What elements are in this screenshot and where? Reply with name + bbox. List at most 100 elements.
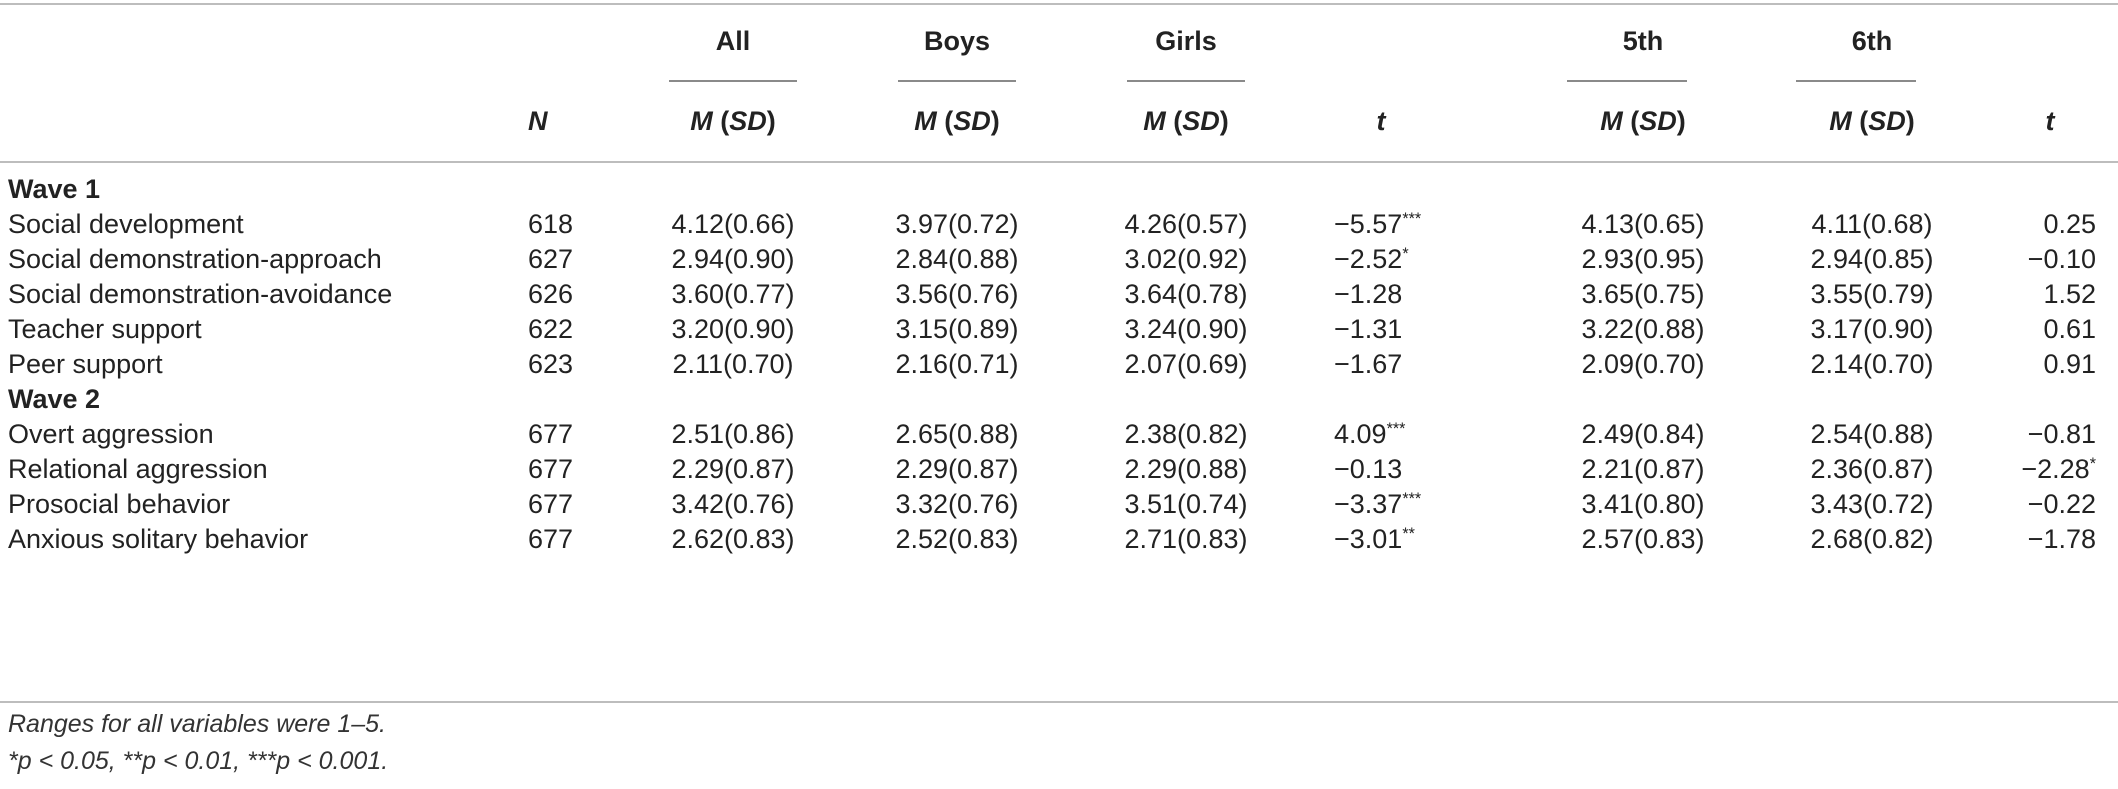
cell-fifth: 2.93(0.95) — [1581, 244, 1705, 274]
cell-t-grade: 0.61 — [2043, 312, 2096, 346]
cell-t-gender: −1.28 — [1334, 277, 1402, 311]
cell-all: 2.51(0.86) — [671, 419, 795, 449]
cell-n: 623 — [528, 349, 574, 379]
t-grade-significance: * — [2089, 455, 2096, 474]
cell-girls: 2.71(0.83) — [1124, 524, 1248, 554]
cell-girls: 3.24(0.90) — [1124, 314, 1248, 344]
t-gender-value: −1.67 — [1334, 349, 1403, 379]
cell-girls: 3.51(0.74) — [1124, 489, 1248, 519]
header-girls: Girls — [1155, 26, 1217, 56]
row-variable-name: Anxious solitary behavior — [8, 524, 309, 554]
cell-all: 2.94(0.90) — [671, 244, 795, 274]
header-msd-5th: M (SD) — [1600, 106, 1686, 136]
cell-boys: 3.15(0.89) — [895, 314, 1019, 344]
cell-n: 626 — [528, 279, 574, 309]
t-gender-significance: *** — [1402, 490, 1422, 509]
cell-t-gender: −0.13 — [1334, 452, 1402, 486]
t-grade-value: −0.10 — [2027, 244, 2096, 274]
header-msd-6th: M (SD) — [1829, 106, 1915, 136]
top-rule — [0, 3, 2118, 5]
cell-all: 2.11(0.70) — [672, 349, 794, 379]
cell-t-gender: −1.31 — [1334, 312, 1402, 346]
cell-t-gender: −2.52* — [1334, 242, 1409, 276]
cell-t-grade: −2.28* — [2021, 452, 2096, 486]
cell-all: 2.62(0.83) — [671, 524, 795, 554]
header-6th: 6th — [1851, 26, 1893, 56]
underline-boys — [898, 80, 1016, 82]
section-label: Wave 1 — [8, 174, 101, 204]
cell-t-gender: −5.57*** — [1334, 207, 1421, 241]
t-grade-value: 0.25 — [2043, 209, 2096, 239]
t-gender-significance: ** — [1402, 525, 1415, 544]
cell-sixth: 3.17(0.90) — [1810, 314, 1934, 344]
cell-girls: 2.29(0.88) — [1124, 454, 1248, 484]
t-grade-value: −0.22 — [2027, 489, 2096, 519]
t-gender-value: −0.13 — [1334, 454, 1403, 484]
row-variable-name: Overt aggression — [8, 419, 214, 449]
cell-sixth: 2.36(0.87) — [1810, 454, 1934, 484]
cell-boys: 2.16(0.71) — [895, 349, 1019, 379]
cell-all: 3.20(0.90) — [671, 314, 795, 344]
t-grade-value: −0.81 — [2027, 419, 2096, 449]
underline-6th — [1796, 80, 1916, 82]
cell-fifth: 4.13(0.65) — [1581, 209, 1705, 239]
cell-t-grade: 0.91 — [2043, 347, 2096, 381]
cell-fifth: 3.22(0.88) — [1581, 314, 1705, 344]
cell-n: 677 — [528, 419, 574, 449]
cell-boys: 3.32(0.76) — [895, 489, 1019, 519]
t-gender-significance: *** — [1386, 420, 1406, 439]
t-gender-value: −1.31 — [1334, 314, 1403, 344]
cell-sixth: 2.94(0.85) — [1810, 244, 1934, 274]
cell-girls: 4.26(0.57) — [1124, 209, 1248, 239]
cell-t-grade: 0.25 — [2043, 207, 2096, 241]
header-msd-girls: M (SD) — [1143, 106, 1229, 136]
cell-sixth: 4.11(0.68) — [1811, 209, 1933, 239]
t-grade-value: 0.61 — [2043, 314, 2096, 344]
bottom-rule — [0, 701, 2118, 703]
row-variable-name: Social demonstration-approach — [8, 244, 382, 274]
cell-n: 677 — [528, 524, 574, 554]
t-gender-significance: *** — [1402, 210, 1422, 229]
cell-n: 618 — [528, 209, 574, 239]
cell-all: 4.12(0.66) — [671, 209, 795, 239]
cell-fifth: 2.57(0.83) — [1581, 524, 1705, 554]
cell-boys: 2.65(0.88) — [895, 419, 1019, 449]
t-grade-value: 1.52 — [2043, 279, 2096, 309]
cell-n: 677 — [528, 489, 574, 519]
cell-t-grade: −0.81 — [2028, 417, 2096, 451]
section-label: Wave 2 — [8, 384, 101, 414]
header-5th: 5th — [1622, 26, 1664, 56]
cell-t-grade: −0.22 — [2028, 487, 2096, 521]
cell-boys: 3.56(0.76) — [895, 279, 1019, 309]
cell-t-grade: −0.10 — [2028, 242, 2096, 276]
underline-girls — [1127, 80, 1245, 82]
header-t-gender: t — [1376, 106, 1386, 136]
cell-t-grade: −1.78 — [2028, 522, 2096, 556]
cell-all: 3.60(0.77) — [671, 279, 795, 309]
cell-sixth: 2.54(0.88) — [1810, 419, 1934, 449]
cell-sixth: 2.14(0.70) — [1810, 349, 1934, 379]
row-variable-name: Social development — [8, 209, 244, 239]
cell-sixth: 3.55(0.79) — [1810, 279, 1934, 309]
cell-girls: 2.07(0.69) — [1124, 349, 1248, 379]
t-grade-value: −2.28 — [2021, 454, 2090, 484]
underline-all — [669, 80, 797, 82]
cell-boys: 3.97(0.72) — [895, 209, 1019, 239]
row-variable-name: Teacher support — [8, 314, 202, 344]
note-ranges: Ranges for all variables were 1–5. — [8, 710, 386, 738]
cell-boys: 2.52(0.83) — [895, 524, 1019, 554]
cell-fifth: 2.09(0.70) — [1581, 349, 1705, 379]
t-gender-value: −5.57 — [1334, 209, 1403, 239]
header-n: N — [528, 106, 548, 136]
t-grade-value: 0.91 — [2043, 349, 2096, 379]
t-gender-value: −3.37 — [1334, 489, 1403, 519]
cell-fifth: 2.21(0.87) — [1581, 454, 1705, 484]
row-variable-name: Peer support — [8, 349, 163, 379]
header-t-grade: t — [2045, 106, 2055, 136]
cell-sixth: 3.43(0.72) — [1810, 489, 1934, 519]
cell-fifth: 3.41(0.80) — [1581, 489, 1705, 519]
cell-t-grade: 1.52 — [2043, 277, 2096, 311]
cell-boys: 2.29(0.87) — [895, 454, 1019, 484]
row-variable-name: Prosocial behavior — [8, 489, 231, 519]
cell-t-gender: −1.67 — [1334, 347, 1402, 381]
